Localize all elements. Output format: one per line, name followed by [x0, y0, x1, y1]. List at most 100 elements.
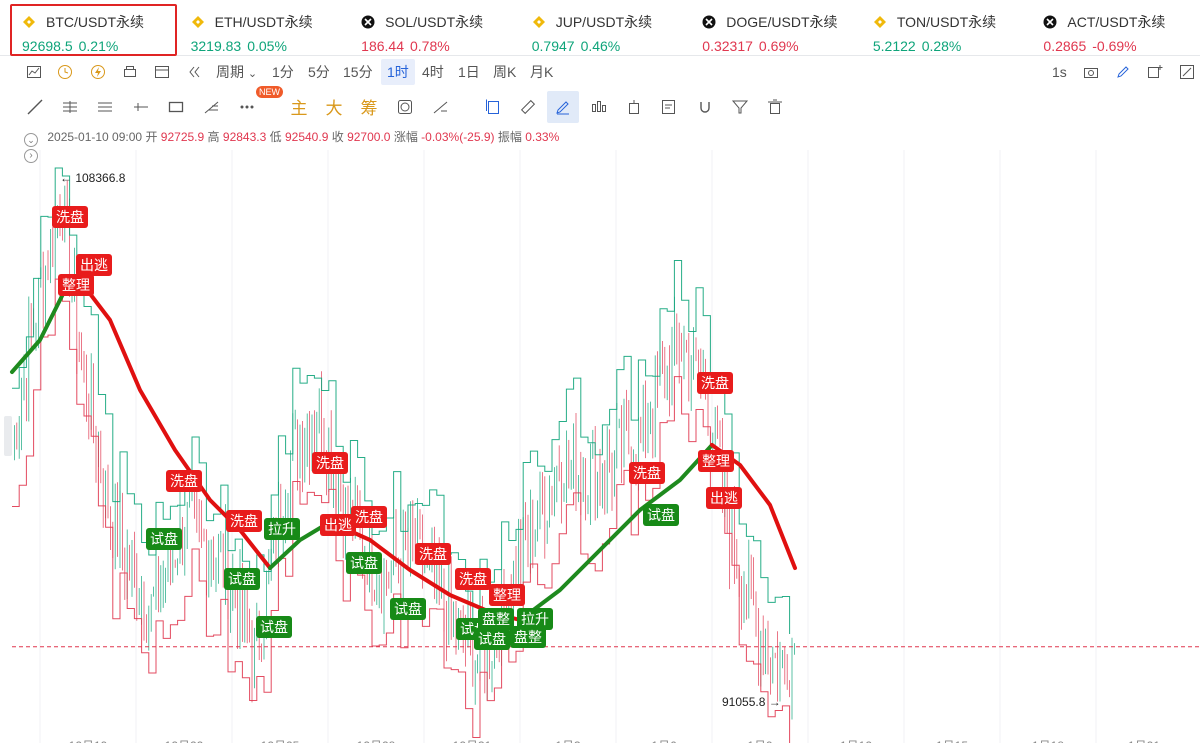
svg-text:洗盘: 洗盘 — [459, 571, 487, 588]
ticker-price: 5.2122 — [872, 38, 916, 54]
okx-icon — [702, 15, 716, 29]
alert-icon[interactable] — [622, 96, 646, 118]
ruler-icon[interactable] — [516, 96, 540, 118]
indicator-chips[interactable]: 筹 — [360, 98, 378, 118]
fib-tool-icon[interactable] — [200, 96, 224, 118]
tf-15m[interactable]: 15分 — [343, 64, 373, 80]
low-label: 低 — [269, 130, 282, 144]
signal-label: 试盘 — [474, 628, 510, 650]
more-tools-icon[interactable] — [235, 96, 259, 118]
note-icon[interactable] — [657, 96, 681, 118]
tf-5m[interactable]: 5分 — [308, 64, 330, 80]
clock-icon[interactable] — [57, 64, 73, 80]
rectangle-icon[interactable] — [164, 96, 188, 118]
ticker-jup[interactable]: JUP/USDT永续 0.7947 0.46% — [518, 0, 689, 56]
new-badge: NEW — [256, 86, 283, 98]
ticker-act[interactable]: ACT/USDT永续 0.2865 -0.69% — [1029, 0, 1200, 56]
signal-label: 拉升 — [264, 518, 300, 540]
trash-icon[interactable] — [763, 96, 787, 118]
signal-label: 出逃 — [76, 254, 112, 276]
chart-type-icon[interactable] — [26, 64, 42, 80]
binance-icon — [873, 15, 887, 29]
ticker-eth[interactable]: ETH/USDT永续 3219.83 0.05% — [177, 0, 348, 56]
tf-1d[interactable]: 1日 — [458, 64, 480, 80]
svg-text:洗盘: 洗盘 — [419, 546, 447, 563]
period-selector[interactable]: 周期 ⌄ — [210, 59, 263, 85]
filter-icon[interactable] — [728, 96, 752, 118]
ticker-name: ACT/USDT永续 — [1067, 14, 1166, 30]
tf-1m[interactable]: 1分 — [272, 64, 294, 80]
ticker-ton[interactable]: TON/USDT永续 5.2122 0.28% — [859, 0, 1030, 56]
x-tick-label: 12月31 — [453, 739, 492, 743]
signal-label: 拉升 — [517, 608, 553, 630]
signal-label: 洗盘 — [629, 462, 665, 484]
tf-1h[interactable]: 1时 — [381, 59, 415, 85]
drawing-toolbar: 主 大 筹 — [0, 90, 1200, 124]
upper-band-line — [12, 167, 791, 635]
low-value: 92540.9 — [284, 130, 329, 144]
ticker-sol[interactable]: SOL/USDT永续 186.44 0.78% — [347, 0, 518, 56]
svg-text:盘整: 盘整 — [482, 611, 510, 628]
binance-icon — [532, 15, 546, 29]
indicator-big[interactable]: 大 — [325, 98, 343, 118]
change-value: -0.03%(-25.9) — [421, 130, 495, 144]
x-tick-label: 1月12 — [840, 739, 872, 743]
lightning-icon[interactable] — [90, 64, 106, 80]
signal-label: 洗盘 — [166, 470, 202, 492]
tf-month[interactable]: 月K — [530, 64, 554, 80]
ticker-doge[interactable]: DOGE/USDT永续 0.32317 0.69% — [688, 0, 859, 56]
measure-icon[interactable] — [429, 96, 453, 118]
signal-label: 试盘 — [390, 598, 426, 620]
binance-icon — [191, 15, 205, 29]
ticker-btc[interactable]: BTC/USDT永续 92698.5 0.21% — [10, 4, 177, 56]
chevron-down-icon[interactable]: ⌄ — [24, 133, 38, 147]
ticker-change: 0.21% — [78, 38, 119, 54]
tf-week[interactable]: 周K — [493, 64, 517, 80]
signal-label: 洗盘 — [226, 510, 262, 532]
horizontal-lines-icon[interactable] — [93, 96, 117, 118]
add-panel-icon[interactable] — [1147, 64, 1163, 80]
amp-value: 0.33% — [525, 130, 560, 144]
signal-label: 出逃 — [706, 487, 742, 509]
candles-icon[interactable] — [587, 96, 611, 118]
copy-icon[interactable] — [481, 96, 505, 118]
svg-text:洗盘: 洗盘 — [316, 455, 344, 472]
x-tick-label: 1月21 — [1128, 739, 1160, 743]
pencil-icon[interactable] — [1115, 64, 1131, 80]
layout-icon[interactable] — [154, 64, 170, 80]
camera-icon[interactable] — [1083, 64, 1099, 80]
print-icon[interactable] — [122, 64, 138, 80]
svg-text:盘整: 盘整 — [514, 629, 542, 646]
signal-label: 洗盘 — [415, 543, 451, 565]
svg-text:试盘: 试盘 — [394, 601, 422, 618]
tf-4h[interactable]: 4时 — [422, 64, 444, 80]
svg-text:试盘: 试盘 — [478, 631, 506, 648]
ticker-price: 0.32317 — [702, 38, 753, 54]
magnet-icon[interactable] — [693, 96, 717, 118]
svg-text:整理: 整理 — [62, 278, 90, 294]
draw-mode-icon[interactable] — [547, 91, 579, 123]
trendline-icon[interactable] — [23, 96, 47, 118]
horizontal-ray-icon[interactable] — [129, 96, 153, 118]
replay-icon[interactable] — [393, 96, 417, 118]
svg-text:洗盘: 洗盘 — [355, 509, 383, 526]
fullscreen-icon[interactable] — [1179, 64, 1195, 80]
rewind-icon[interactable] — [186, 64, 202, 80]
svg-text:洗盘: 洗盘 — [701, 375, 729, 392]
svg-text:洗盘: 洗盘 — [230, 513, 258, 530]
expand-indicators-icon[interactable]: › — [24, 149, 38, 163]
high-label: 高 — [207, 130, 220, 144]
okx-icon — [361, 15, 375, 29]
signal-label: 试盘 — [346, 552, 382, 574]
refresh-interval[interactable]: 1s — [1052, 64, 1067, 80]
ticker-price: 3219.83 — [190, 38, 242, 54]
signal-label: 试盘 — [643, 504, 679, 526]
indicator-main[interactable]: 主 — [290, 98, 308, 118]
ticker-name: DOGE/USDT永续 — [726, 14, 838, 30]
parallel-channel-icon[interactable] — [58, 96, 82, 118]
svg-text:试盘: 试盘 — [228, 571, 256, 588]
svg-text:试盘: 试盘 — [260, 619, 288, 636]
ticker-change: 0.46% — [580, 38, 621, 54]
